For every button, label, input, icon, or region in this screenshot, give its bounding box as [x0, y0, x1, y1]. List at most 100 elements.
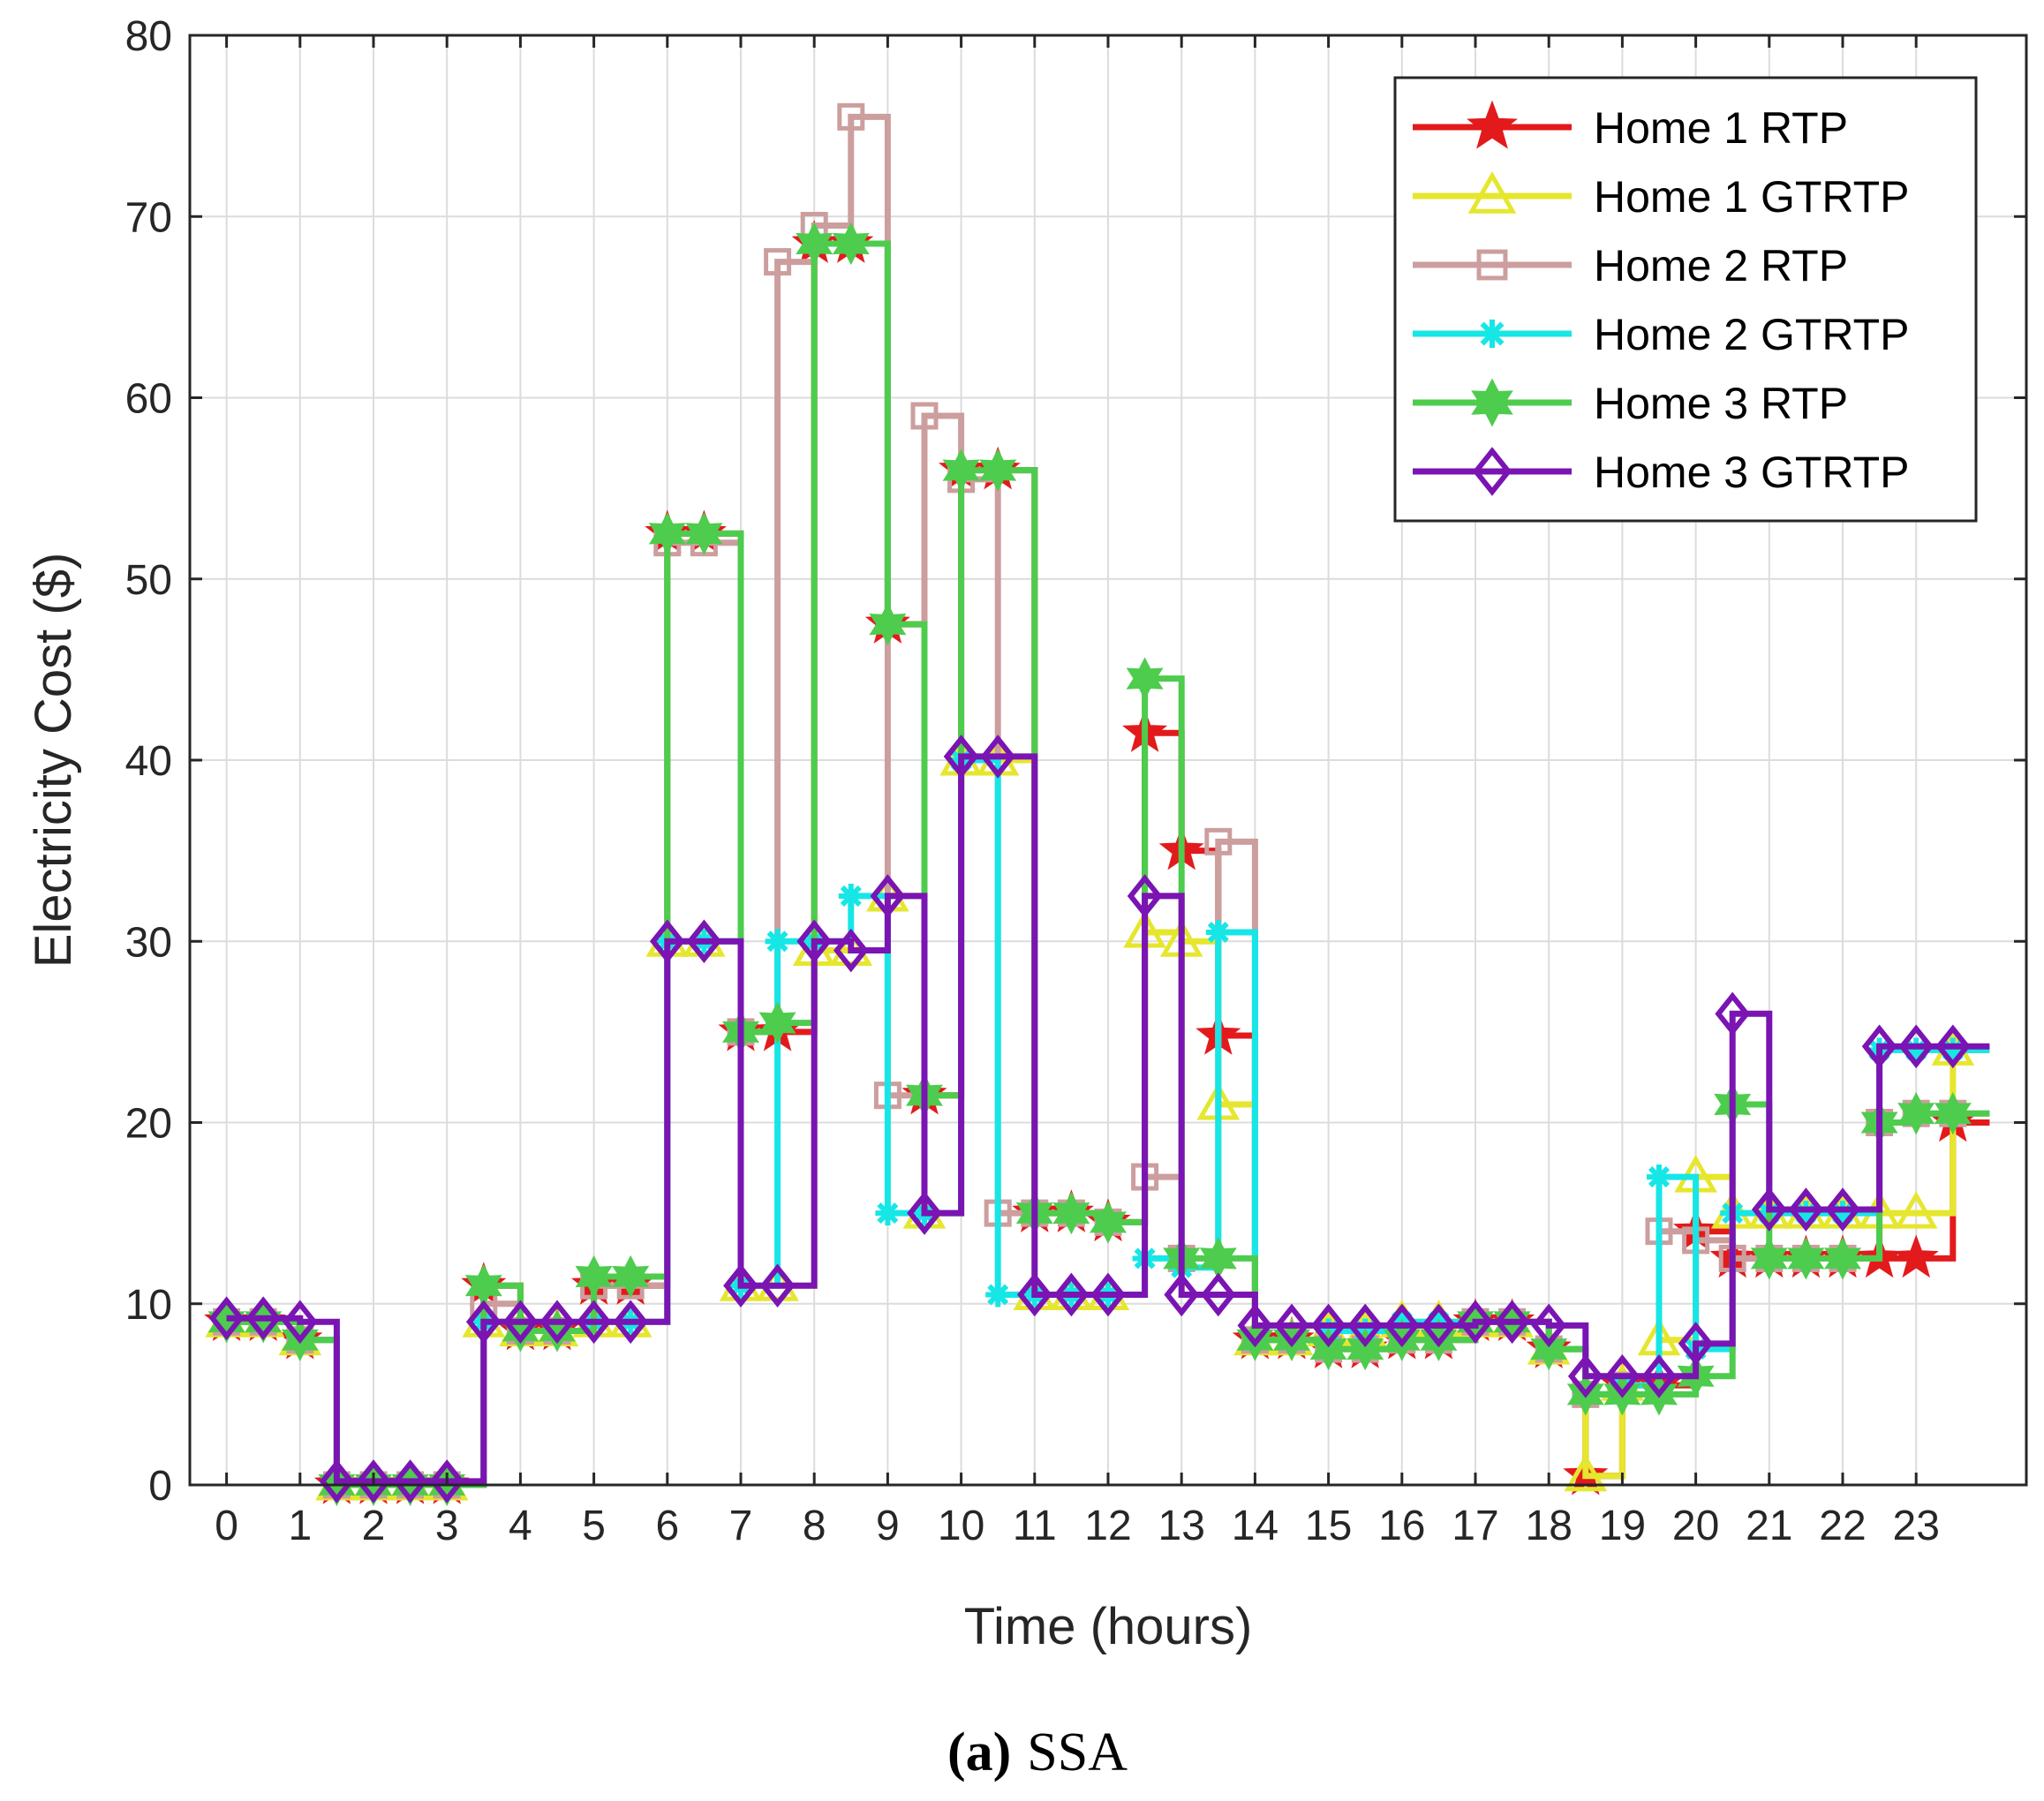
marker-asterisk [1205, 919, 1231, 945]
marker-triangle [1894, 1191, 1938, 1229]
marker-hexagram [1309, 1327, 1347, 1371]
marker-diamond [502, 1300, 539, 1345]
marker-diamond [319, 1459, 355, 1503]
marker-diamond [907, 1191, 942, 1235]
marker-asterisk [1477, 319, 1507, 349]
marker-diamond [539, 1300, 575, 1345]
marker-diamond [1164, 1272, 1200, 1317]
marker-asterisk-stroke [840, 885, 862, 907]
x-tick-label: 10 [938, 1503, 984, 1549]
legend-entry: Home 3 RTP [1413, 378, 1848, 428]
series-layer [204, 102, 1990, 1507]
x-tick-label: 5 [582, 1503, 606, 1549]
marker-diamond [208, 1296, 245, 1340]
marker-hexagram [758, 1001, 796, 1044]
marker-hexagram [1090, 1201, 1127, 1244]
marker-diamond [1310, 1303, 1346, 1348]
x-tick-label: 16 [1378, 1503, 1425, 1549]
marker-diamond [1494, 1300, 1530, 1345]
marker-hexagram [1471, 378, 1513, 427]
legend-label: Home 2 RTP [1594, 241, 1848, 290]
ticks: 0 1 2 3 4 5 6 7 8 9 10 11 12 13 14 15 16 17 18 19 20 21 22 2301… [125, 13, 2026, 1549]
x-tick-label: 19 [1599, 1503, 1646, 1549]
marker-diamond [392, 1459, 428, 1503]
x-tick-label: 14 [1232, 1503, 1278, 1549]
marker-diamond [1384, 1303, 1420, 1348]
marker-hexagram [979, 448, 1017, 492]
marker-diamond [282, 1300, 318, 1345]
x-tick-label: 2 [362, 1503, 386, 1549]
marker-square [1476, 249, 1508, 281]
marker-square [910, 402, 939, 430]
marker-asterisk [1647, 1164, 1671, 1190]
marker-diamond [1715, 991, 1751, 1036]
marker-hexagram [648, 512, 686, 555]
marker-asterisk-stroke [877, 1202, 899, 1225]
marker-diamond [870, 874, 906, 918]
x-tick-label: 15 [1305, 1503, 1352, 1549]
marker-asterisk [765, 929, 790, 954]
marker-asterisk-stroke [1480, 321, 1505, 346]
marker-diamond [1531, 1303, 1567, 1348]
marker-diamond [833, 928, 869, 973]
marker-diamond [1274, 1303, 1309, 1348]
marker-diamond [1347, 1303, 1384, 1348]
marker-diamond [943, 735, 979, 779]
legend-label: Home 1 RTP [1594, 103, 1848, 153]
marker-hexagram [832, 222, 870, 266]
marker-hexagram [685, 512, 723, 555]
marker-hexagram [1530, 1327, 1568, 1371]
marker-asterisk-stroke [987, 1284, 1009, 1306]
marker-square [1204, 827, 1233, 855]
x-tick-label: 4 [509, 1503, 532, 1549]
marker-star [1893, 1234, 1939, 1278]
legend-label: Home 3 GTRTP [1594, 448, 1910, 497]
x-tick-label: 17 [1452, 1503, 1498, 1549]
marker-diamond [723, 1263, 758, 1308]
marker-hexagram [1787, 1237, 1825, 1280]
marker-diamond [1751, 1187, 1787, 1232]
marker-diamond [245, 1296, 282, 1340]
marker-diamond [1678, 1322, 1714, 1366]
marker-diamond [1472, 447, 1512, 496]
y-tick-label: 70 [125, 194, 172, 241]
marker-hexagram [1346, 1327, 1384, 1371]
marker-diamond [429, 1459, 465, 1503]
x-tick-label: 9 [876, 1503, 900, 1549]
marker-diamond [1127, 874, 1163, 918]
x-tick-label: 13 [1158, 1503, 1205, 1549]
marker-hexagram [1897, 1092, 1935, 1135]
marker-hexagram [575, 1255, 613, 1299]
marker-hexagram [245, 1300, 283, 1344]
x-tick-label: 6 [655, 1503, 679, 1549]
marker-diamond [1016, 1272, 1052, 1317]
legend-entry: Home 2 RTP [1413, 241, 1848, 290]
marker-diamond [1641, 1354, 1677, 1398]
marker-diamond [1458, 1300, 1493, 1345]
x-tick-label: 21 [1746, 1503, 1792, 1549]
legend-entry: Home 1 GTRTP [1413, 170, 1910, 222]
marker-diamond [1898, 1024, 1935, 1069]
marker-triangle [1467, 170, 1517, 214]
series-home-3-gtrtp [208, 735, 1990, 1503]
marker-diamond [980, 735, 1016, 779]
marker-square [764, 248, 792, 276]
figure-caption: (a) SSA [947, 1722, 1128, 1782]
marker-diamond [649, 919, 685, 964]
marker-hexagram [942, 448, 980, 492]
x-tick-label: 3 [435, 1503, 459, 1549]
marker-diamond [356, 1459, 391, 1503]
marker-asterisk [875, 1201, 901, 1226]
y-tick-label: 60 [125, 376, 172, 423]
legend-entry: Home 3 GTRTP [1413, 447, 1910, 497]
marker-hexagram [207, 1300, 245, 1344]
marker-diamond [1861, 1024, 1897, 1069]
x-tick-label: 23 [1893, 1503, 1940, 1549]
y-tick-label: 20 [125, 1101, 172, 1148]
marker-asterisk-stroke [1648, 1166, 1671, 1188]
marker-diamond [759, 1263, 796, 1308]
legend-box [1393, 76, 1978, 523]
x-tick-label: 20 [1672, 1503, 1719, 1549]
marker-diamond [1200, 1272, 1236, 1317]
marker-diamond [1825, 1187, 1860, 1232]
